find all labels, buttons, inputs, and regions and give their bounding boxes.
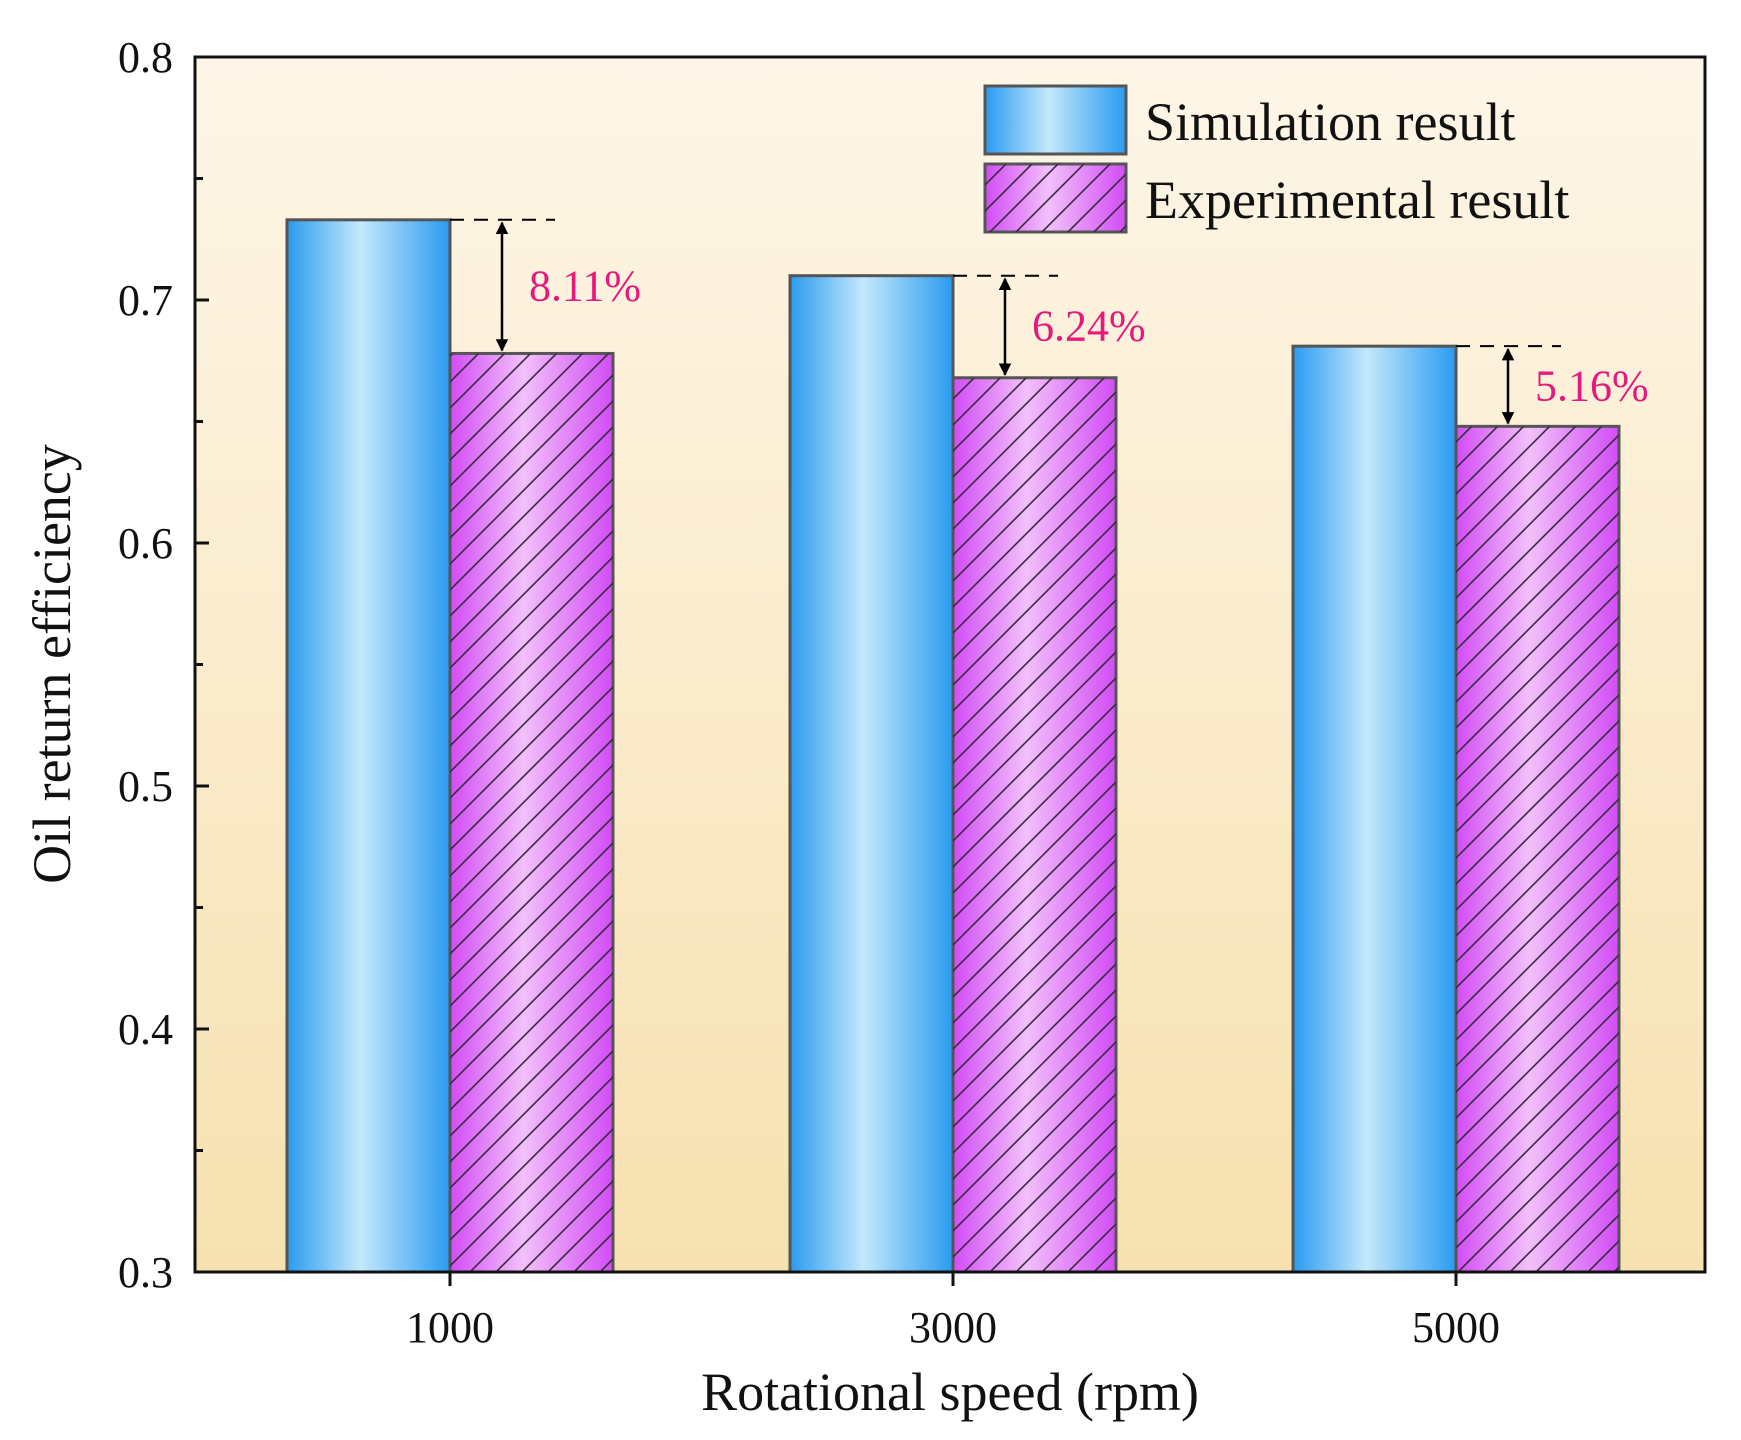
bar-chart: 8.11% 6.24% 5.16% 0.3 0.4 0.5 0.6 0.7 0.8 1000 3… [0,0,1741,1440]
y-tick-label: 0.4 [118,1005,173,1054]
legend-label-experimental: Experimental result [1145,170,1569,230]
x-tick-label: 1000 [406,1303,494,1352]
bars-layer [287,220,1619,1272]
y-tick-label: 0.8 [118,33,173,82]
difference-label-5000: 5.16% [1535,361,1649,410]
difference-label-3000: 6.24% [1032,302,1146,351]
y-tick-label: 0.5 [118,762,173,811]
x-tick-label: 5000 [1412,1303,1500,1352]
x-tick-label: 3000 [909,1303,997,1352]
difference-label-1000: 8.11% [529,262,641,311]
bar-simulation-1000 [287,220,450,1272]
y-tick-label: 0.6 [118,519,173,568]
y-tick-label: 0.7 [118,276,173,325]
bar-experimental-hatch-1000 [450,353,613,1272]
bar-simulation-5000 [1293,346,1456,1272]
legend-swatch-simulation [985,86,1126,154]
legend-swatch-experimental-hatch [985,164,1126,232]
legend-label-simulation: Simulation result [1145,92,1516,152]
x-axis-title: Rotational speed (rpm) [701,1362,1199,1422]
bar-experimental-hatch-3000 [953,378,1116,1272]
y-axis-title: Oil return efficiency [22,444,82,884]
bar-experimental-hatch-5000 [1456,426,1619,1272]
x-axis: 1000 3000 5000 [406,1272,1500,1352]
y-tick-label: 0.3 [118,1248,173,1297]
bar-simulation-3000 [790,276,953,1272]
